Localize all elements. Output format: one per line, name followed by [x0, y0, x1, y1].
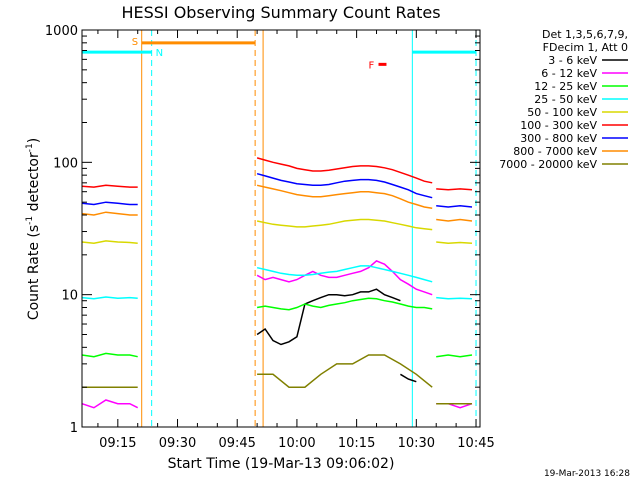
footer-date: 19-Mar-2013 16:28 — [544, 469, 630, 479]
legend-label-1: 6 - 12 keV — [541, 67, 597, 80]
y-axis-label-end: ) — [26, 138, 42, 143]
series-line-7-1 — [256, 184, 433, 209]
x-tick-label-1: 09:30 — [159, 436, 196, 451]
legend-label-6: 300 - 800 keV — [520, 132, 597, 145]
x-tick-label-0: 09:15 — [99, 436, 136, 451]
x-tick-label-4: 10:15 — [338, 436, 375, 451]
axis-layer: 09:15 09:30 09:45 10:00 10:15 10:30 10:45 1 10 10… — [45, 24, 495, 451]
series-line-4-1 — [256, 218, 433, 231]
x-axis-label: Start Time (19-Mar-13 09:06:02) — [168, 456, 395, 472]
series-line-2-0 — [81, 352, 138, 358]
x-tick-label-6: 10:45 — [457, 436, 494, 451]
series-line-4-0 — [81, 240, 138, 244]
y-tick-label-2: 100 — [53, 156, 78, 171]
plot-layer: S N F — [81, 30, 477, 427]
series-line-6-0 — [81, 201, 138, 206]
series-line-6-2 — [436, 204, 473, 208]
event-label-saa: S — [132, 37, 138, 48]
series-line-3-0 — [81, 296, 138, 300]
series-line-0-1 — [400, 373, 417, 383]
series-line-8-1 — [257, 354, 433, 388]
series-line-7-2 — [436, 218, 473, 222]
y-tick-label-1: 10 — [61, 289, 78, 304]
legend-label-0: 3 - 6 keV — [548, 54, 597, 67]
legend-header-0: Det 1,3,5,6,7,9, — [542, 28, 628, 41]
legend-label-8: 7000 - 20000 keV — [499, 158, 597, 171]
y-axis-label-main: Count Rate (s — [26, 225, 42, 320]
series-line-5-1 — [256, 157, 433, 184]
legend-header-1: FDecim 1, Att 0 — [543, 41, 628, 54]
series-line-1-0 — [81, 399, 139, 409]
chart-title: HESSI Observing Summary Count Rates — [121, 3, 440, 22]
series-line-4-2 — [436, 241, 473, 244]
series-line-2-1 — [256, 297, 433, 311]
x-tick-label-2: 09:45 — [218, 436, 255, 451]
event-label-flare: F — [369, 60, 375, 71]
y-axis-label-mid: detector — [26, 152, 42, 216]
legend-label-3: 25 - 50 keV — [534, 93, 597, 106]
series-line-5-2 — [436, 188, 473, 191]
plot-frame — [81, 29, 481, 428]
series-line-0-0 — [256, 288, 401, 346]
legend: Det 1,3,5,6,7,9,FDecim 1, Att 03 - 6 keV… — [499, 28, 628, 171]
legend-label-7: 800 - 7000 keV — [513, 145, 597, 158]
y-axis-label-sup1: -1 — [25, 216, 35, 225]
series-line-7-0 — [81, 211, 138, 216]
y-axis-label-sup2: -1 — [25, 143, 35, 152]
legend-label-5: 100 - 300 keV — [520, 119, 597, 132]
series-line-1-1 — [256, 260, 433, 296]
event-label-night: N — [156, 48, 163, 59]
x-tick-label-3: 10:00 — [278, 436, 315, 451]
series-line-5-0 — [81, 184, 138, 188]
series-line-6-1 — [256, 172, 433, 199]
x-tick-label-5: 10:30 — [398, 436, 435, 451]
y-axis-label: Count Rate (s-1 detector-1) — [25, 138, 42, 320]
legend-label-4: 50 - 100 keV — [527, 106, 597, 119]
series-line-3-2 — [436, 296, 473, 300]
y-tick-label-3: 1000 — [45, 24, 78, 39]
series-line-3-1 — [256, 265, 433, 283]
y-tick-label-0: 1 — [70, 421, 78, 436]
legend-label-2: 12 - 25 keV — [534, 80, 597, 93]
series-line-2-2 — [436, 354, 473, 358]
